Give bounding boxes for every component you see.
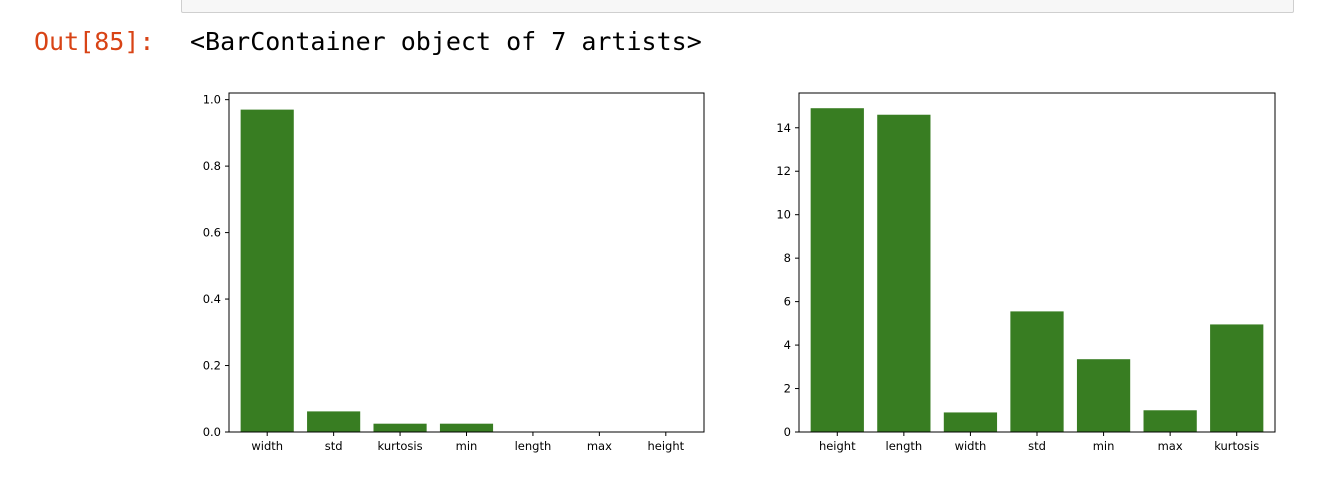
figure: width std kurtosis min length max height 0.0 0.2… [160,82,1300,482]
x-tick-label: length [886,439,923,453]
bar-height [810,108,864,433]
y-tick-label: 14 [776,121,791,135]
bar-min [439,423,494,432]
x-tick-label: max [1158,439,1183,453]
y-tick-label: 8 [784,251,791,265]
x-tick-label: kurtosis [1214,439,1259,453]
y-tick-label: 6 [784,295,791,309]
bar-kurtosis [373,423,427,432]
bar-chart-2: height length width std min max kurtosis 0 2 4 6 8 1… [776,92,1276,453]
x-tick-label: min [456,439,478,453]
y-tick-label: 1.0 [203,93,221,107]
y-tick-label: 0.6 [203,226,221,240]
bar-std [1010,311,1064,432]
x-tick-label: height [819,439,856,453]
y-tick-label: 12 [776,164,791,178]
y-tick-label: 0 [784,425,791,439]
bar-width [943,412,998,432]
y-tick-label: 4 [784,338,791,352]
y-tick-label: 0.0 [203,425,221,439]
bar-std [307,411,361,432]
x-tick-label: std [1028,439,1046,453]
figure-canvas: width std kurtosis min length max height 0.0 0.2… [203,92,1276,453]
bar-chart-1: width std kurtosis min length max height 0.0 0.2… [203,92,705,453]
bar-width [240,109,294,433]
x-tick-label: std [325,439,343,453]
output-prompt: Out[85]: [34,27,155,56]
bar-length [877,114,931,433]
previous-cell-box[interactable] [181,0,1294,13]
x-tick-label: min [1093,439,1115,453]
y-tick-label: 0.8 [203,159,221,173]
bar-kurtosis [1210,324,1264,432]
output-text: <BarContainer object of 7 artists> [190,27,702,56]
x-tick-label: length [515,439,552,453]
x-tick-label: height [647,439,684,453]
y-tick-label: 0.4 [203,292,221,306]
x-tick-label: max [587,439,612,453]
x-tick-label: width [955,439,987,453]
bar-min [1076,359,1131,432]
x-tick-label: width [251,439,283,453]
axes-frame [228,92,705,433]
y-tick-label: 0.2 [203,359,221,373]
y-tick-label: 10 [776,208,791,222]
bar-max [1143,410,1197,432]
x-tick-label: kurtosis [378,439,423,453]
y-tick-label: 2 [784,382,791,396]
